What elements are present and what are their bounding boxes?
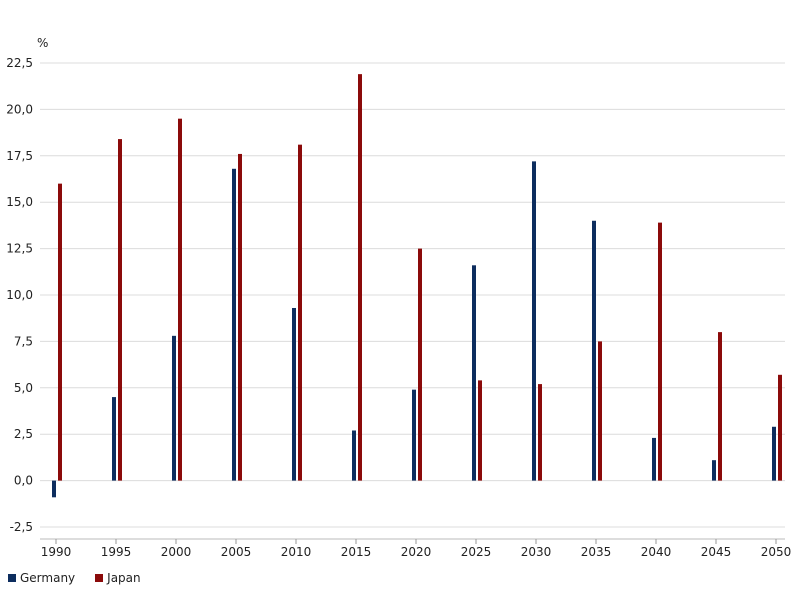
y-tick-label: 20,0 [6, 102, 33, 116]
bar-germany-1995 [112, 397, 116, 481]
y-tick-label: 2,5 [14, 427, 33, 441]
x-tick-label: 2035 [581, 545, 612, 559]
bar-japan-2005 [238, 153, 242, 481]
x-tick-label: 2030 [521, 545, 552, 559]
x-tick-label: 2000 [161, 545, 192, 559]
x-tick-label: 2005 [221, 545, 252, 559]
x-tick-label: 2020 [401, 545, 432, 559]
legend-item-japan: Japan [95, 571, 141, 585]
bar-germany-2025 [472, 265, 476, 481]
y-tick-label: 0,0 [14, 474, 33, 488]
y-tick-label: 12,5 [6, 242, 33, 256]
legend-label: Germany [20, 571, 76, 585]
bar-germany-2030 [532, 161, 536, 481]
bar-japan-2010 [298, 144, 302, 481]
legend-item-germany: Germany [8, 571, 75, 585]
bar-germany-1990 [52, 480, 56, 498]
bar-japan-2000 [178, 118, 182, 481]
x-tick-label: 2040 [641, 545, 672, 559]
y-tick-label: -2,5 [10, 520, 33, 534]
x-tick-label: 2010 [281, 545, 312, 559]
legend: Germany Japan [8, 571, 161, 585]
y-tick-label: 5,0 [14, 381, 33, 395]
bar-japan-1990 [58, 183, 62, 481]
bar-germany-2035 [592, 220, 596, 481]
bar-japan-2025 [478, 380, 482, 481]
bar-japan-2045 [718, 332, 722, 481]
x-tick-label: 2045 [701, 545, 732, 559]
bar-japan-2030 [538, 384, 542, 481]
bar-germany-2010 [292, 307, 296, 481]
x-tick-label: 2050 [761, 545, 792, 559]
bar-japan-2040 [658, 222, 662, 481]
bar-germany-2000 [172, 335, 176, 481]
y-tick-label: 17,5 [6, 149, 33, 163]
bar-germany-2040 [652, 437, 656, 481]
y-tick-label: 7,5 [14, 334, 33, 348]
y-tick-label: 15,0 [6, 195, 33, 209]
x-tick-label: 1990 [41, 545, 72, 559]
legend-label: Japan [107, 571, 141, 585]
bar-japan-2020 [418, 248, 422, 481]
bar-japan-2015 [358, 74, 362, 481]
bar-japan-2050 [778, 374, 782, 481]
x-tick-label: 2015 [341, 545, 372, 559]
x-tick-label: 1995 [101, 545, 132, 559]
bar-germany-2020 [412, 389, 416, 481]
legend-swatch [8, 574, 16, 582]
bar-germany-2015 [352, 430, 356, 481]
x-tick-label: 2025 [461, 545, 492, 559]
y-tick-label: 10,0 [6, 288, 33, 302]
y-tick-label: 22,5 [6, 56, 33, 70]
bar-japan-2035 [598, 341, 602, 481]
bar-germany-2045 [712, 460, 716, 481]
legend-swatch [95, 574, 104, 582]
y-unit-label: % [37, 36, 48, 50]
bar-japan-1995 [118, 139, 122, 481]
bar-germany-2050 [772, 426, 776, 481]
bar-germany-2005 [232, 168, 236, 481]
